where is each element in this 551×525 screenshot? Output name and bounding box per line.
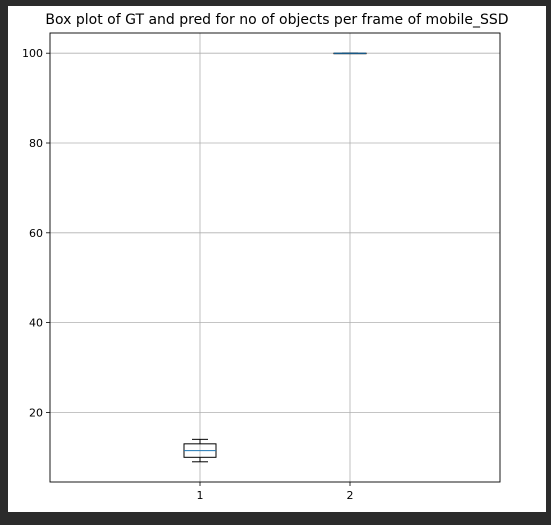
chart-title: Box plot of GT and pred for no of object…	[45, 12, 508, 28]
plot-frame	[49, 32, 501, 483]
y-tick-label: 40	[29, 317, 43, 330]
x-tick-label: 1	[197, 489, 204, 502]
y-tick-label: 60	[29, 227, 43, 240]
box-layer	[183, 52, 367, 463]
y-tick-label: 20	[29, 406, 43, 419]
chart-figure: Box plot of GT and pred for no of object…	[8, 6, 546, 512]
box-plot-chart: Box plot of GT and pred for no of object…	[22, 12, 509, 502]
y-tick-label: 100	[22, 47, 43, 60]
axis-layer: 20 40 60 80 100 1 2	[22, 32, 501, 502]
x-tick-label: 2	[347, 489, 354, 502]
y-tick-label: 80	[29, 137, 43, 150]
grid-layer	[50, 33, 500, 482]
